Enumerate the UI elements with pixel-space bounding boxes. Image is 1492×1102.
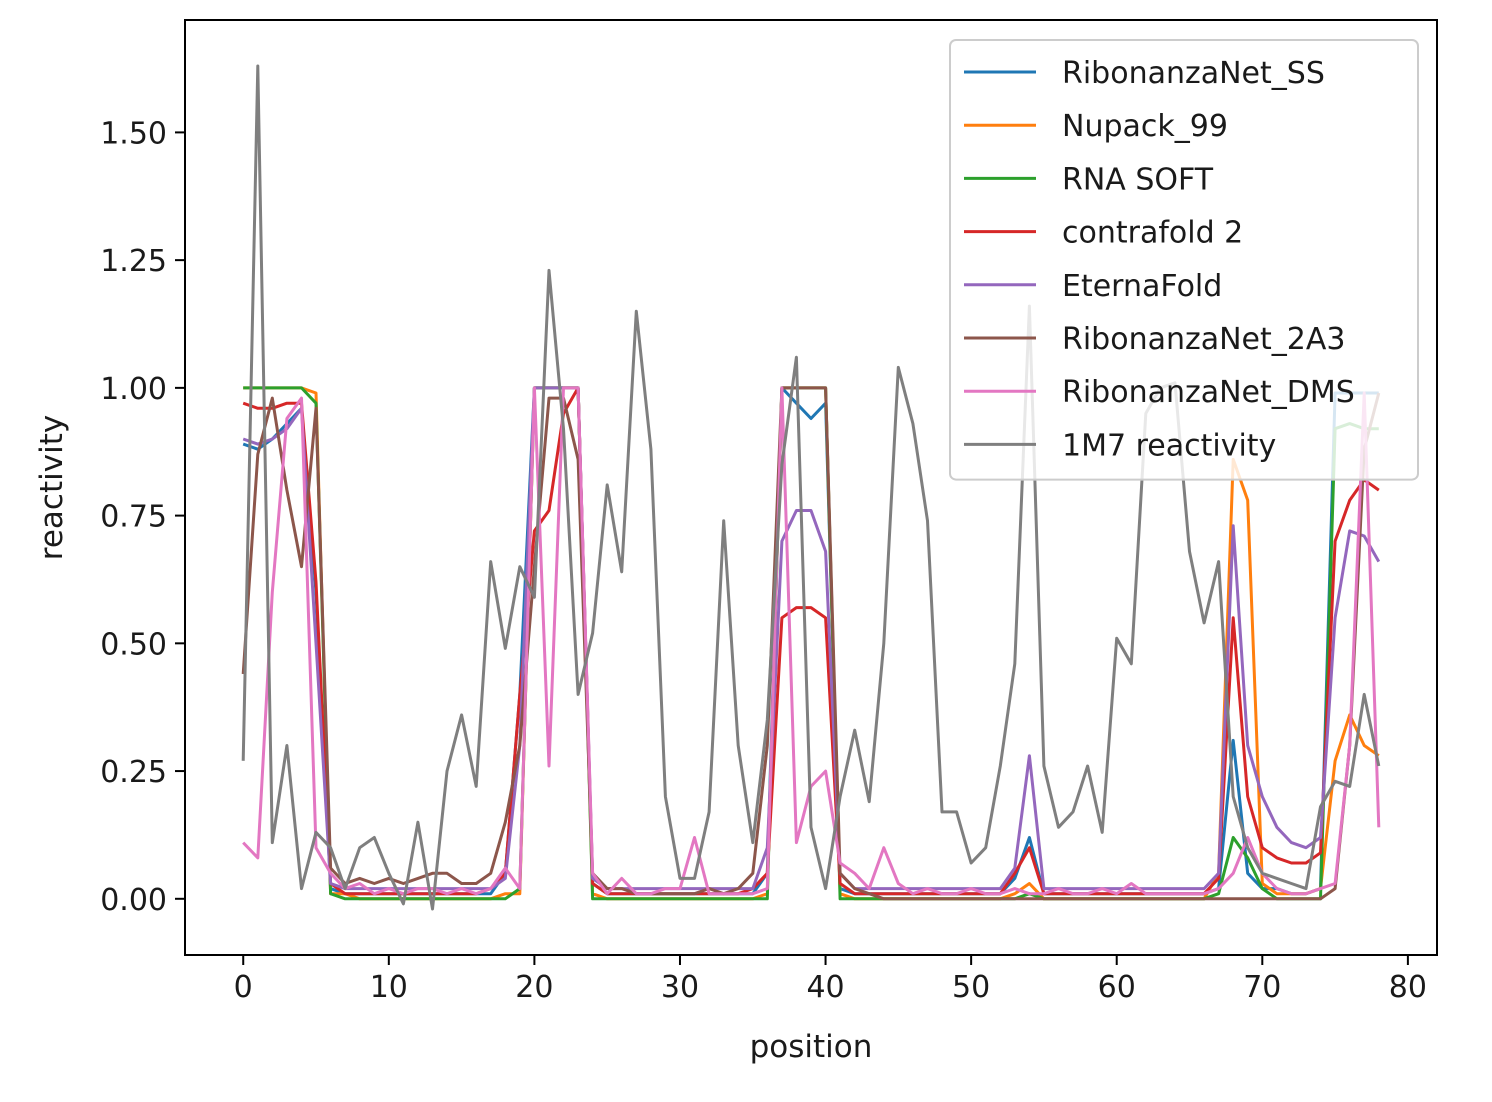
- x-tick-label: 70: [1243, 970, 1281, 1005]
- y-tick-label: 0.50: [100, 627, 167, 662]
- legend-entry-label: EternaFold: [1062, 269, 1222, 304]
- y-tick-label: 1.25: [100, 244, 167, 279]
- x-tick-label: 50: [952, 970, 990, 1005]
- y-tick-label: 0.00: [100, 883, 167, 918]
- x-tick-label: 30: [661, 970, 699, 1005]
- x-axis-label: position: [750, 1029, 873, 1065]
- legend-entry-label: Nupack_99: [1062, 109, 1228, 144]
- y-tick-label: 0.25: [100, 755, 167, 790]
- y-axis: 0.00 0.25 0.50 0.75 1.00 1.25 1.50: [100, 116, 185, 918]
- y-tick-label: 1.00: [100, 372, 167, 407]
- series-line-5: [241, 386, 1381, 901]
- x-tick-label: 40: [806, 970, 844, 1005]
- legend-box: [949, 39, 1419, 481]
- x-tick-label: 20: [515, 970, 553, 1005]
- legend-entry-label: 1M7 reactivity: [1062, 428, 1276, 463]
- legend-entry-label: RibonanzaNet_SS: [1062, 56, 1325, 91]
- plot-frame: [184, 19, 1438, 956]
- x-tick-label: 0: [234, 970, 253, 1005]
- x-tick-label: 10: [370, 970, 408, 1005]
- legend-entry-label: RNA SOFT: [1062, 162, 1214, 197]
- x-axis: 0 10 20 30 40 50 60 70 80: [234, 955, 1427, 1005]
- legend-entry-label: RibonanzaNet_DMS: [1062, 375, 1355, 410]
- legend-entry-label: RibonanzaNet_2A3: [1062, 322, 1345, 357]
- x-tick-label: 80: [1389, 970, 1427, 1005]
- series-layer: [241, 64, 1381, 911]
- y-tick-label: 0.75: [100, 500, 167, 535]
- y-axis-label: reactivity: [34, 415, 70, 560]
- y-tick-label: 1.50: [100, 116, 167, 151]
- series-line-7: [241, 64, 1381, 911]
- x-tick-label: 60: [1098, 970, 1136, 1005]
- legend-entry-label: contrafold 2: [1062, 216, 1243, 251]
- legend: RibonanzaNet_SS Nupack_99 RNA SOFT contrafo…: [949, 39, 1419, 481]
